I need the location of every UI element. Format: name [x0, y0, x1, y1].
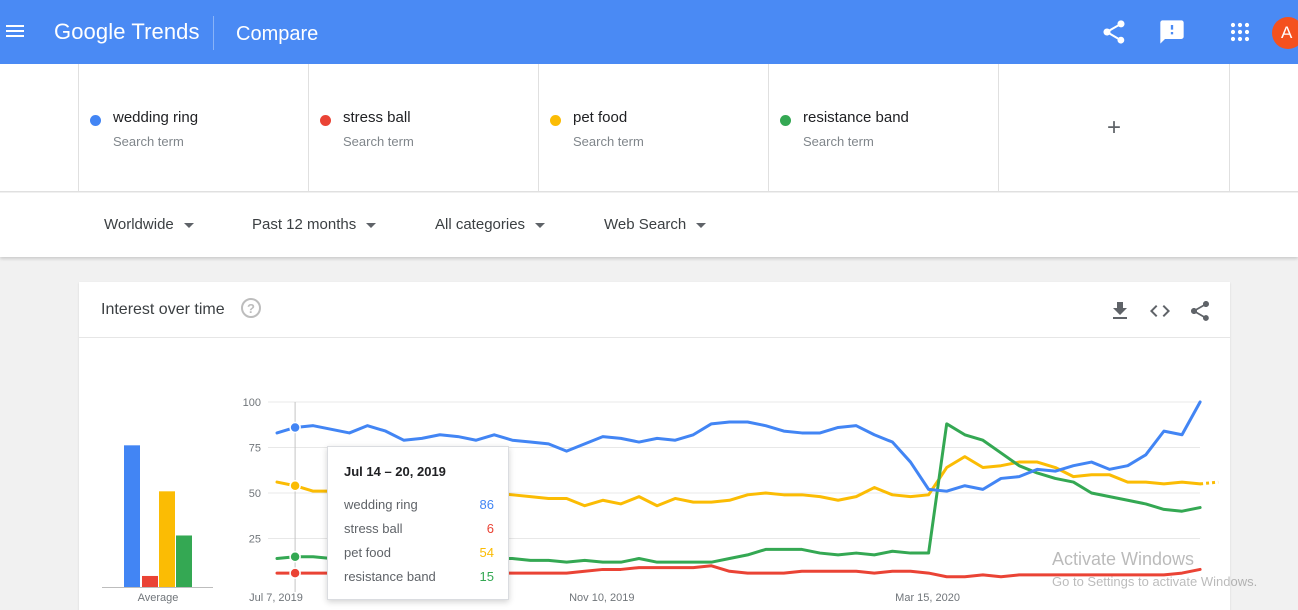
- term-type: Search term: [573, 134, 644, 149]
- filters-bar: Worldwide Past 12 months All categories …: [0, 193, 1298, 257]
- share-icon[interactable]: [1100, 18, 1128, 46]
- watermark-title: Activate Windows: [1052, 549, 1195, 569]
- average-bar: [159, 491, 175, 587]
- share-chart-icon[interactable]: [1188, 299, 1212, 323]
- embed-code-icon[interactable]: [1148, 299, 1172, 323]
- hover-point: [289, 421, 301, 434]
- series-color-dot: [550, 115, 561, 126]
- search-term-4[interactable]: resistance band Search term: [768, 64, 998, 192]
- dropdown-caret-icon: [696, 222, 707, 228]
- tooltip-value: 6: [486, 521, 494, 536]
- watermark-subtitle: Go to Settings to activate Windows.: [1052, 574, 1258, 589]
- y-tick-label: 100: [243, 397, 261, 409]
- hover-point: [289, 567, 301, 579]
- help-icon[interactable]: ?: [241, 298, 261, 318]
- windows-activation-watermark: Activate Windows Go to Settings to activ…: [1052, 549, 1257, 589]
- term-type: Search term: [343, 134, 414, 149]
- average-bar: [142, 575, 158, 587]
- term-name: stress ball: [343, 109, 411, 126]
- dropdown-caret-icon: [366, 222, 377, 228]
- menu-icon[interactable]: [6, 22, 24, 42]
- term-name: pet food: [573, 109, 628, 126]
- y-tick-label: 25: [249, 534, 261, 546]
- term-type: Search term: [113, 134, 184, 149]
- dropdown-caret-icon: [183, 222, 194, 228]
- region-label: Worldwide: [104, 216, 174, 233]
- search-terms-bar: wedding ring Search term stress ball Sea…: [0, 64, 1298, 192]
- time-range-dropdown[interactable]: Past 12 months: [252, 216, 377, 233]
- card-title: Interest over time: [101, 301, 225, 318]
- chart-tooltip: Jul 14 – 20, 2019 wedding ring 86 stress …: [327, 446, 509, 600]
- average-bar: [176, 535, 192, 587]
- search-type-label: Web Search: [604, 216, 687, 233]
- average-label: Average: [138, 592, 179, 604]
- series-color-dot: [780, 115, 791, 126]
- page-title: Compare: [236, 23, 319, 45]
- time-range-label: Past 12 months: [252, 216, 357, 233]
- hover-point: [289, 479, 301, 492]
- search-type-dropdown[interactable]: Web Search: [604, 216, 707, 233]
- region-dropdown[interactable]: Worldwide: [104, 216, 194, 233]
- term-type: Search term: [803, 134, 874, 149]
- average-bar: [124, 445, 140, 587]
- tooltip-term: pet food: [344, 545, 391, 560]
- tooltip-term: stress ball: [344, 521, 403, 536]
- tooltip-term: resistance band: [344, 569, 436, 584]
- search-term-3[interactable]: pet food Search term: [538, 64, 768, 192]
- tooltip-value: 54: [479, 545, 494, 560]
- header-divider: [213, 16, 214, 50]
- tooltip-row: pet food 54: [344, 545, 494, 560]
- tooltip-row: stress ball 6: [344, 521, 494, 536]
- account-avatar[interactable]: A: [1272, 17, 1298, 49]
- add-comparison-button[interactable]: +: [998, 64, 1230, 192]
- tooltip-row: resistance band 15: [344, 569, 494, 584]
- x-tick-label: Nov 10, 2019: [569, 592, 634, 604]
- feedback-icon[interactable]: [1158, 18, 1186, 46]
- series-color-dot: [90, 115, 101, 126]
- search-term-2[interactable]: stress ball Search term: [308, 64, 538, 192]
- series-color-dot: [320, 115, 331, 126]
- brand-logo[interactable]: Google Trends: [54, 19, 200, 44]
- apps-grid-icon[interactable]: [1226, 18, 1254, 46]
- tooltip-value: 86: [479, 497, 494, 512]
- y-tick-label: 50: [249, 488, 261, 500]
- tooltip-value: 15: [479, 569, 494, 584]
- tooltip-term: wedding ring: [344, 497, 418, 512]
- category-dropdown[interactable]: All categories: [435, 216, 546, 233]
- series-line: [275, 400, 1202, 493]
- y-tick-label: 75: [249, 443, 261, 455]
- card-header: Interest over time ?: [79, 282, 1230, 338]
- download-icon[interactable]: [1108, 299, 1132, 323]
- dropdown-caret-icon: [535, 222, 546, 228]
- x-tick-label: Mar 15, 2020: [895, 592, 960, 604]
- x-tick-label: Jul 7, 2019: [249, 592, 303, 604]
- term-name: resistance band: [803, 109, 909, 126]
- category-label: All categories: [435, 216, 526, 233]
- tooltip-date: Jul 14 – 20, 2019: [344, 464, 446, 479]
- app-bar: Google Trends Compare A: [0, 0, 1298, 64]
- search-term-1[interactable]: wedding ring Search term: [78, 64, 308, 192]
- tooltip-row: wedding ring 86: [344, 497, 494, 512]
- term-name: wedding ring: [113, 109, 199, 126]
- series-partial-line: [1199, 480, 1219, 486]
- interest-over-time-card: Interest over time ?: [79, 282, 1230, 610]
- hover-point: [289, 550, 301, 563]
